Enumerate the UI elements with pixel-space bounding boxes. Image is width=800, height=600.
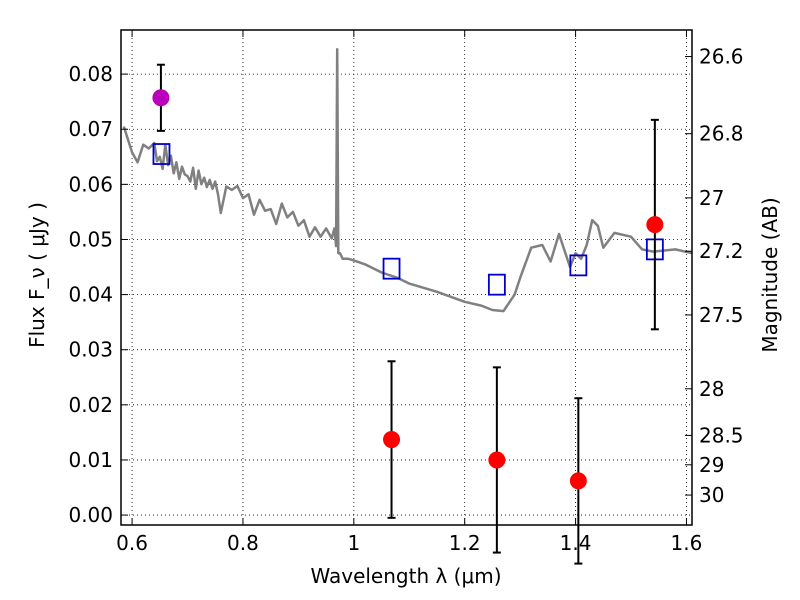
model-photometry-square bbox=[152, 143, 171, 165]
y2-tick-label: 30 bbox=[699, 483, 724, 507]
x-axis-label: Wavelength λ (μm) bbox=[310, 564, 501, 588]
x-tick-label: 1.2 bbox=[449, 531, 481, 555]
y-tick-label: 0.05 bbox=[68, 227, 113, 251]
svg-text:Flux F_ν ( μJy ): Flux F_ν ( μJy ) bbox=[25, 202, 49, 348]
grid-lines bbox=[121, 30, 692, 525]
model-photometry-square bbox=[569, 254, 588, 277]
y-axis-label: Flux F_ν ( μJy ) bbox=[25, 202, 49, 348]
y-tick-label: 0.04 bbox=[68, 283, 113, 307]
y2-tick-label: 28 bbox=[699, 377, 724, 401]
y2-tick-label: 27.2 bbox=[699, 239, 744, 263]
observed-flux-point bbox=[152, 89, 170, 107]
model-photometry-square bbox=[487, 273, 506, 296]
observed-flux-point bbox=[488, 451, 506, 469]
y-tick-label: 0.00 bbox=[68, 503, 113, 527]
y2-tick-label: 26.8 bbox=[699, 122, 744, 146]
model-photometry-square bbox=[382, 257, 401, 280]
y2-axis-label: Magnitude (AB) bbox=[758, 197, 782, 352]
spectrum-line bbox=[122, 48, 693, 313]
y2-tick-label: 27 bbox=[699, 186, 724, 210]
y-tick-label: 0.03 bbox=[68, 338, 113, 362]
observed-flux-point bbox=[646, 216, 664, 234]
y-tick-label: 0.02 bbox=[68, 393, 113, 417]
svg-text:Magnitude (AB): Magnitude (AB) bbox=[758, 197, 782, 352]
y-tick-label: 0.06 bbox=[68, 172, 113, 196]
y2-tick-label: 28.5 bbox=[699, 423, 744, 447]
x-tick-label: 1 bbox=[347, 531, 360, 555]
y2-tick-label: 27.5 bbox=[699, 303, 744, 327]
plot-frame bbox=[120, 29, 693, 526]
y2-tick-label: 29 bbox=[699, 453, 724, 477]
observed-flux-point bbox=[569, 472, 587, 490]
x-tick-label: 0.6 bbox=[116, 531, 148, 555]
y2-tick-label: 26.6 bbox=[699, 45, 744, 69]
x-tick-label: 0.8 bbox=[227, 531, 259, 555]
y-tick-label: 0.01 bbox=[68, 448, 113, 472]
observed-flux-point bbox=[383, 431, 401, 449]
x-tick-label: 1.6 bbox=[671, 531, 703, 555]
y-tick-label: 0.08 bbox=[68, 62, 113, 86]
tick-layer: 0.6 0.8 1 1.2 1.4 1.6 0.00 0.01 0.02 0.03 0.04 0.05… bbox=[68, 30, 744, 555]
spectrum-layer bbox=[122, 48, 693, 313]
y-tick-label: 0.07 bbox=[68, 117, 113, 141]
x-tick-label: 1.4 bbox=[560, 531, 592, 555]
marker-layer bbox=[152, 63, 664, 565]
